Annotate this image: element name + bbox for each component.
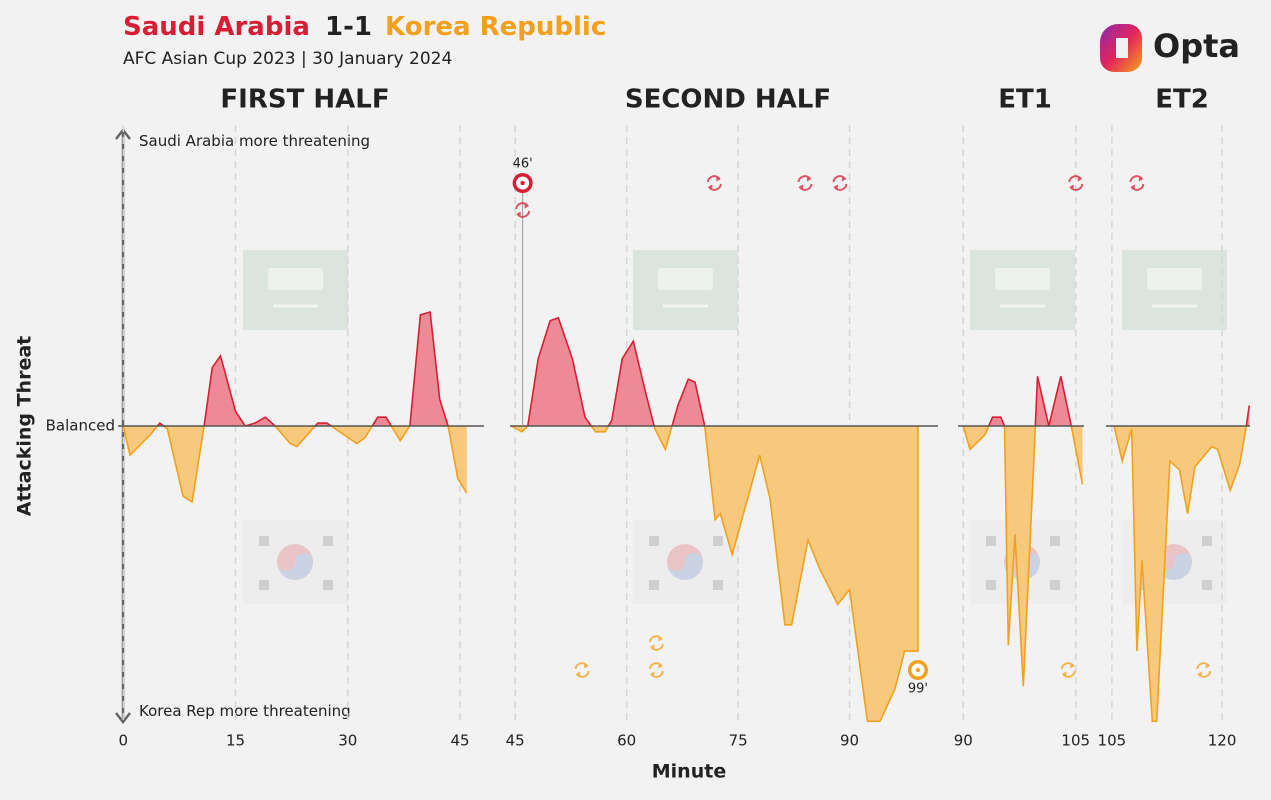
panel-title: ET1 (998, 85, 1052, 115)
saudi-flag-script (1147, 268, 1202, 290)
korea-flag-trigram (1050, 580, 1060, 590)
substitution-arrowhead (1069, 175, 1083, 191)
x-tick-label: 45 (451, 732, 470, 750)
panel: ET2 105 120 (1098, 85, 1251, 750)
x-tick-label: 0 (118, 732, 128, 750)
korea-flag-trigram (649, 580, 659, 590)
y-tick-label: Korea Rep more threatening (139, 702, 351, 720)
saudi-flag-script (658, 268, 713, 290)
subtitle: AFC Asian Cup 2023 | 30 January 2024 (123, 49, 452, 69)
x-tick-label: 105 (1061, 732, 1090, 750)
korea-flag-trigram (1050, 536, 1060, 546)
substitution (515, 202, 531, 218)
korea-flag-trigram (323, 536, 333, 546)
korea-flag-trigram (649, 536, 659, 546)
panel-title: SECOND HALF (625, 85, 831, 115)
substitution-arrowhead (649, 635, 663, 651)
korea-flag-trigram (323, 580, 333, 590)
korea-flag-trigram (713, 536, 723, 546)
x-tick-label: 60 (617, 732, 636, 750)
substitution (1060, 662, 1076, 678)
panel: ET1 90 105 (954, 85, 1090, 750)
x-tick-label: 45 (506, 732, 525, 750)
y-axis-arrow (115, 712, 131, 725)
substitution-arrowhead (1197, 662, 1211, 678)
substitution (797, 175, 813, 191)
x-tick-label: 15 (226, 732, 245, 750)
area-line (1113, 405, 1251, 723)
y-tick-label: Balanced (46, 417, 115, 435)
korea-flag-circle-lower (667, 553, 703, 580)
substitution-arrowhead (833, 175, 847, 191)
substitution (1068, 175, 1084, 191)
substitution (706, 175, 722, 191)
korea-flag-trigram (1202, 580, 1212, 590)
panel-title: ET2 (1155, 85, 1209, 115)
panel: SECOND HALF 45 60 75 90 46' 99' (506, 85, 938, 750)
goal-ball-pattern (915, 667, 921, 672)
area-line (511, 316, 919, 723)
chart-title: Saudi Arabia 1-1 Korea Republic (123, 12, 606, 42)
title-score: 1-1 (325, 12, 372, 42)
substitution-arrowhead (1061, 662, 1075, 678)
substitution (648, 635, 664, 651)
x-tick-label: 90 (840, 732, 859, 750)
substitution-arrowhead (707, 175, 721, 191)
goal-ball-pattern (520, 180, 526, 185)
logo-text: Opta (1153, 27, 1240, 65)
area-fill (963, 376, 1083, 687)
title-home: Saudi Arabia (123, 12, 310, 42)
substitution-arrowhead (575, 662, 589, 678)
x-axis-label: Minute (652, 761, 726, 783)
korea-flag-trigram (986, 580, 996, 590)
substitution (1196, 662, 1212, 678)
substitution (648, 662, 664, 678)
goal-label: 99' (908, 682, 928, 697)
logo: Opta (1100, 24, 1240, 72)
x-tick-label: 75 (729, 732, 748, 750)
saudi-flag-script (995, 268, 1050, 290)
area-line (962, 376, 1084, 687)
x-tick-label: 120 (1208, 732, 1237, 750)
x-tick-label: 30 (338, 732, 357, 750)
substitution-arrowhead (1130, 175, 1144, 191)
substitution-arrowhead (798, 175, 812, 191)
korea-flag-trigram (986, 536, 996, 546)
korea-flag-trigram (259, 536, 269, 546)
y-tick-label: Saudi Arabia more threatening (139, 132, 370, 150)
substitution (1129, 175, 1145, 191)
area-line (122, 310, 468, 504)
substitution (832, 175, 848, 191)
y-axis-label: Attacking Threat (14, 336, 36, 517)
korea-flag-trigram (1202, 536, 1212, 546)
area-fill (511, 317, 918, 722)
korea-flag-trigram (713, 580, 723, 590)
substitution-arrowhead (649, 662, 663, 678)
saudi-flag-script (268, 268, 323, 290)
logo-icon (1100, 24, 1142, 72)
goal (907, 660, 928, 680)
korea-flag-circle-lower (277, 553, 313, 580)
substitution (574, 662, 590, 678)
x-tick-label: 105 (1098, 732, 1127, 750)
panel: FIRST HALF 0 15 30 45 (118, 85, 484, 750)
goal (512, 173, 533, 193)
title-away: Korea Republic (385, 12, 606, 42)
goal-label: 46' (513, 157, 533, 172)
panel-title: FIRST HALF (220, 85, 389, 115)
substitution-arrowhead (516, 202, 530, 218)
korea-flag-trigram (259, 580, 269, 590)
x-tick-label: 90 (954, 732, 973, 750)
